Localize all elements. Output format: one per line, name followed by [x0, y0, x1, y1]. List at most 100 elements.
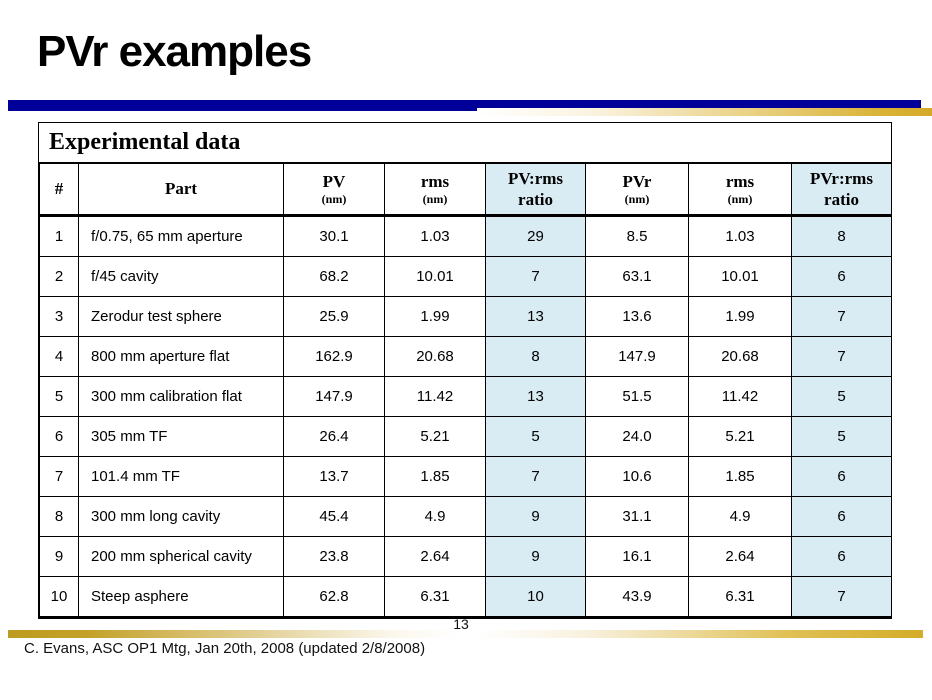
cell-rms: 20.68 — [384, 336, 486, 377]
cell-rms2: 20.68 — [688, 336, 792, 377]
cell-pvr-rms-ratio: 5 — [791, 376, 892, 417]
cell-pvr-rms-ratio: 8 — [791, 215, 892, 257]
cell-part: 101.4 mm TF — [78, 456, 284, 497]
cell-pvr-rms-ratio: 7 — [791, 336, 892, 377]
cell-pv: 13.7 — [283, 456, 385, 497]
cell-pv: 162.9 — [283, 336, 385, 377]
cell-pv: 25.9 — [283, 296, 385, 337]
cell-rms2: 10.01 — [688, 256, 792, 297]
column-header-rms: rms (nm) — [384, 163, 486, 217]
cell-pvr: 10.6 — [585, 456, 689, 497]
cell-num: 4 — [39, 336, 79, 377]
header-row: # Part PV (nm) rms (nm) PV:rms ratio PVr (nm) rms(… — [39, 163, 892, 217]
cell-pv-rms-ratio: 9 — [485, 536, 586, 577]
cell-rms: 1.03 — [384, 215, 486, 257]
cell-num: 10 — [39, 576, 79, 617]
cell-pvr-rms-ratio: 6 — [791, 536, 892, 577]
cell-pv: 68.2 — [283, 256, 385, 297]
cell-rms: 1.85 — [384, 456, 486, 497]
cell-pvr-rms-ratio: 5 — [791, 416, 892, 457]
cell-pvr-rms-ratio: 7 — [791, 296, 892, 337]
cell-rms: 1.99 — [384, 296, 486, 337]
table-row: 8 300 mm long cavity 45.4 4.9 9 31.1 4.9 6 — [39, 496, 892, 537]
cell-part: 300 mm calibration flat — [78, 376, 284, 417]
footer-divider-gold-left — [8, 630, 460, 638]
column-header-rms2: rms (nm) — [688, 163, 792, 217]
cell-rms2: 2.64 — [688, 536, 792, 577]
title-divider-navy-right — [477, 100, 921, 108]
cell-pvr: 43.9 — [585, 576, 689, 617]
table-row: 9 200 mm spherical cavity 23.8 2.64 9 16.1 2.6… — [39, 536, 892, 577]
cell-rms: 4.9 — [384, 496, 486, 537]
cell-rms2: 1.85 — [688, 456, 792, 497]
cell-part: f/0.75, 65 mm aperture — [78, 215, 284, 257]
column-header-part: Part — [78, 163, 284, 217]
cell-part: 305 mm TF — [78, 416, 284, 457]
cell-part: Zerodur test sphere — [78, 296, 284, 337]
footer-credit: C. Evans, ASC OP1 Mtg, Jan 20th, 2008 (u… — [24, 640, 426, 657]
title-divider-gold — [477, 108, 932, 116]
cell-part: Steep asphere — [78, 576, 284, 617]
table-row: 6 305 mm TF 26.4 5.21 5 24.0 5.21 5 — [39, 416, 892, 457]
cell-pv-rms-ratio: 8 — [485, 336, 586, 377]
cell-pv-rms-ratio: 13 — [485, 376, 586, 417]
cell-rms2: 1.03 — [688, 215, 792, 257]
cell-rms: 11.42 — [384, 376, 486, 417]
slide-title: PVr examples — [37, 27, 312, 76]
cell-num: 8 — [39, 496, 79, 537]
cell-pvr: 31.1 — [585, 496, 689, 537]
data-table: # Part PV (nm) rms (nm) PV:rms ratio PVr (nm) rms(… — [39, 163, 892, 617]
cell-pv-rms-ratio: 9 — [485, 496, 586, 537]
cell-pv: 45.4 — [283, 496, 385, 537]
cell-pv-rms-ratio: 7 — [485, 456, 586, 497]
cell-rms2: 6.31 — [688, 576, 792, 617]
cell-pvr-rms-ratio: 7 — [791, 576, 892, 617]
cell-pvr: 8.5 — [585, 215, 689, 257]
cell-pvr: 24.0 — [585, 416, 689, 457]
cell-pvr: 147.9 — [585, 336, 689, 377]
page-number: 13 — [453, 616, 469, 632]
cell-pvr: 63.1 — [585, 256, 689, 297]
table-row: 7 101.4 mm TF 13.7 1.85 7 10.6 1.85 6 — [39, 456, 892, 497]
cell-pvr-rms-ratio: 6 — [791, 456, 892, 497]
cell-rms2: 1.99 — [688, 296, 792, 337]
cell-pv-rms-ratio: 13 — [485, 296, 586, 337]
cell-pvr: 13.6 — [585, 296, 689, 337]
column-header-pv: PV (nm) — [283, 163, 385, 217]
table-row: 3 Zerodur test sphere 25.9 1.99 13 13.6 1.99 7 — [39, 296, 892, 337]
cell-pvr: 51.5 — [585, 376, 689, 417]
table-row: 10 Steep asphere 62.8 6.31 10 43.9 6.31 7 — [39, 576, 892, 617]
cell-part: 800 mm aperture flat — [78, 336, 284, 377]
cell-pv: 147.9 — [283, 376, 385, 417]
cell-pvr-rms-ratio: 6 — [791, 496, 892, 537]
cell-pv-rms-ratio: 10 — [485, 576, 586, 617]
cell-rms: 6.31 — [384, 576, 486, 617]
title-divider-navy-left — [8, 100, 477, 111]
table-body: 1 f/0.75, 65 mm aperture 30.1 1.03 29 8.5 1.03… — [39, 215, 892, 617]
cell-num: 5 — [39, 376, 79, 417]
cell-num: 9 — [39, 536, 79, 577]
cell-num: 1 — [39, 215, 79, 257]
cell-num: 3 — [39, 296, 79, 337]
experimental-data-table: Experimental data # Part PV (nm) rms (nm) PV:r… — [38, 122, 892, 619]
cell-pv-rms-ratio: 7 — [485, 256, 586, 297]
cell-pv-rms-ratio: 29 — [485, 215, 586, 257]
table-row: 1 f/0.75, 65 mm aperture 30.1 1.03 29 8.5 1.03… — [39, 215, 892, 257]
cell-rms: 2.64 — [384, 536, 486, 577]
cell-rms2: 4.9 — [688, 496, 792, 537]
cell-rms: 5.21 — [384, 416, 486, 457]
table-row: 4 800 mm aperture flat 162.9 20.68 8 147.9 20.… — [39, 336, 892, 377]
cell-pv: 30.1 — [283, 215, 385, 257]
cell-pv: 62.8 — [283, 576, 385, 617]
table-title: Experimental data — [39, 123, 891, 163]
cell-pv: 23.8 — [283, 536, 385, 577]
cell-pvr: 16.1 — [585, 536, 689, 577]
column-header-pvr-rms-ratio: PVr:rms ratio — [791, 163, 892, 217]
column-header-pvr: PVr (nm) — [585, 163, 689, 217]
footer-divider-gold-right — [476, 630, 923, 638]
cell-num: 2 — [39, 256, 79, 297]
cell-pv-rms-ratio: 5 — [485, 416, 586, 457]
cell-num: 6 — [39, 416, 79, 457]
cell-part: f/45 cavity — [78, 256, 284, 297]
cell-part: 200 mm spherical cavity — [78, 536, 284, 577]
